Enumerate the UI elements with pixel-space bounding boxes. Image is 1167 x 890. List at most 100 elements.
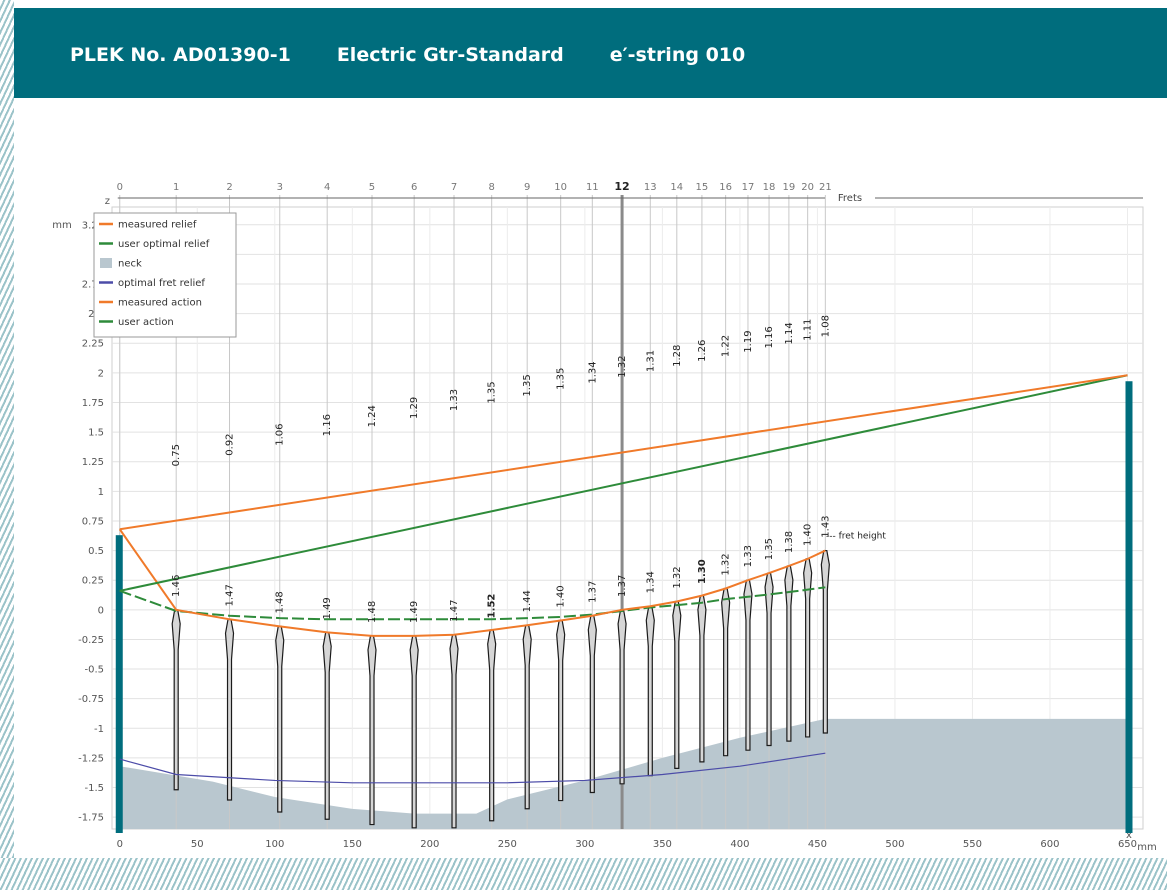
action-value-label: 1.26	[697, 340, 708, 362]
fret-shape	[275, 625, 285, 813]
fret-height-value-label: 1.48	[367, 601, 378, 623]
fret-shape	[224, 618, 235, 801]
fret-number: 18	[763, 182, 776, 193]
action-value-label: 1.16	[764, 326, 775, 348]
fret-shape	[449, 634, 459, 829]
fret-number: 21	[819, 182, 832, 193]
fret-shape	[784, 565, 794, 742]
action-value-label: 1.29	[409, 397, 420, 419]
fret-height-value-label: 1.47	[225, 584, 236, 606]
fret-number: 9	[524, 182, 530, 193]
fret-height-value-label: 1.37	[587, 581, 598, 603]
fret-number: 12	[614, 180, 629, 193]
y-tick-label: 1.5	[88, 428, 104, 439]
decorative-border-bottom	[0, 858, 1167, 890]
y-tick-label: 1.25	[82, 457, 104, 468]
legend-swatch	[100, 258, 112, 268]
x-tick-label: 100	[265, 839, 284, 850]
fret-height-value-label: 1.49	[409, 601, 420, 623]
fret-height-value-label: 1.32	[721, 553, 732, 575]
fret-height-value-label: 1.46	[171, 575, 182, 597]
x-axis-label: x	[1126, 830, 1132, 841]
x-tick-label: 500	[885, 839, 904, 850]
x-tick-label: 0	[117, 839, 123, 850]
fret-number: 6	[411, 182, 417, 193]
fret-number: 4	[324, 182, 330, 193]
y-tick-label: 0	[98, 605, 104, 616]
y-tick-label: -0.5	[84, 665, 104, 676]
instrument-type: Electric Gtr-Standard	[336, 44, 564, 66]
fret-height-value-label: 1.35	[764, 538, 775, 560]
plot-area	[111, 206, 1144, 830]
legend-label: optimal fret relief	[118, 278, 205, 289]
fret-height-value-label: 1.38	[784, 531, 795, 553]
legend-box	[93, 212, 237, 338]
y-tick-label: -0.75	[78, 694, 104, 705]
action-value-label: 0.75	[171, 444, 182, 466]
y-axis-label: z	[105, 196, 110, 207]
fret-number: 13	[644, 182, 657, 193]
fret-height-value-label: 1.40	[556, 585, 567, 607]
decorative-border-left	[0, 0, 14, 890]
action-value-label: 1.35	[522, 374, 533, 396]
y-tick-label: -0.25	[78, 635, 104, 646]
action-value-label: 1.28	[672, 345, 683, 367]
y-tick-label: 2.75	[82, 280, 104, 291]
fret-height-value-label: 1.32	[672, 566, 683, 588]
y-tick-label: 2	[98, 368, 104, 379]
x-tick-label: 150	[343, 839, 362, 850]
fret-shape	[556, 619, 566, 802]
action-value-label: 1.06	[275, 423, 286, 445]
x-tick-label: 400	[730, 839, 749, 850]
measured-action-line	[119, 374, 1128, 531]
optimal-fret-relief-line	[119, 752, 826, 784]
fret-shape	[587, 615, 597, 794]
y-tick-label: -1	[94, 724, 104, 735]
fret-shape	[803, 558, 813, 738]
fret-height-value-label: 1.37	[617, 575, 628, 597]
action-value-label: 1.11	[803, 319, 814, 341]
x-tick-label: 250	[498, 839, 517, 850]
y-tick-label: -1.75	[78, 813, 104, 824]
y-unit-label: mm	[52, 220, 71, 231]
fret-height-value-label: 1.48	[275, 591, 286, 613]
fret-number: 14	[670, 182, 683, 193]
fret-number: 15	[696, 182, 709, 193]
bridge-bar	[1125, 381, 1133, 833]
action-value-label: 1.35	[556, 368, 567, 390]
legend-label: user action	[118, 317, 174, 328]
legend-label: measured action	[118, 298, 202, 309]
action-value-label: 1.22	[721, 335, 732, 357]
fret-shape	[367, 635, 377, 826]
action-value-label: 0.92	[225, 433, 236, 455]
x-tick-label: 600	[1040, 839, 1059, 850]
action-value-label: 1.35	[487, 381, 498, 403]
y-tick-label: 0.75	[82, 516, 104, 527]
fret-height-value-label: 1.40	[803, 524, 814, 546]
fret-shape	[820, 549, 830, 734]
fret-shape	[322, 631, 332, 820]
user-action-line	[119, 374, 1128, 592]
frets-label: Frets	[838, 193, 862, 204]
header-title: PLEK No. AD01390-1 Electric Gtr-Standard e…	[70, 44, 791, 66]
fret-number: 1	[173, 182, 179, 193]
legend-label: measured relief	[118, 220, 197, 231]
y-tick-label: 1	[98, 487, 104, 498]
string-name: e′-string 010	[609, 44, 746, 66]
fret-shape	[672, 600, 682, 769]
fret-number: 20	[801, 182, 814, 193]
fret-shape	[743, 579, 753, 751]
fret-shape	[522, 624, 532, 810]
legend-label: neck	[118, 259, 142, 270]
y-tick-label: 3.25	[82, 220, 104, 231]
fret-height-value-label: 1.49	[322, 597, 333, 619]
y-tick-label: 0.5	[88, 546, 104, 557]
fret-number: 11	[586, 182, 599, 193]
y-tick-label: 2.25	[82, 339, 104, 350]
header-banner: PLEK No. AD01390-1 Electric Gtr-Standard e…	[14, 8, 1167, 98]
fret-height-value-label: 1.44	[522, 590, 533, 612]
y-tick-label: 1.75	[82, 398, 104, 409]
fret-shape	[617, 609, 627, 785]
x-tick-label: 450	[808, 839, 827, 850]
